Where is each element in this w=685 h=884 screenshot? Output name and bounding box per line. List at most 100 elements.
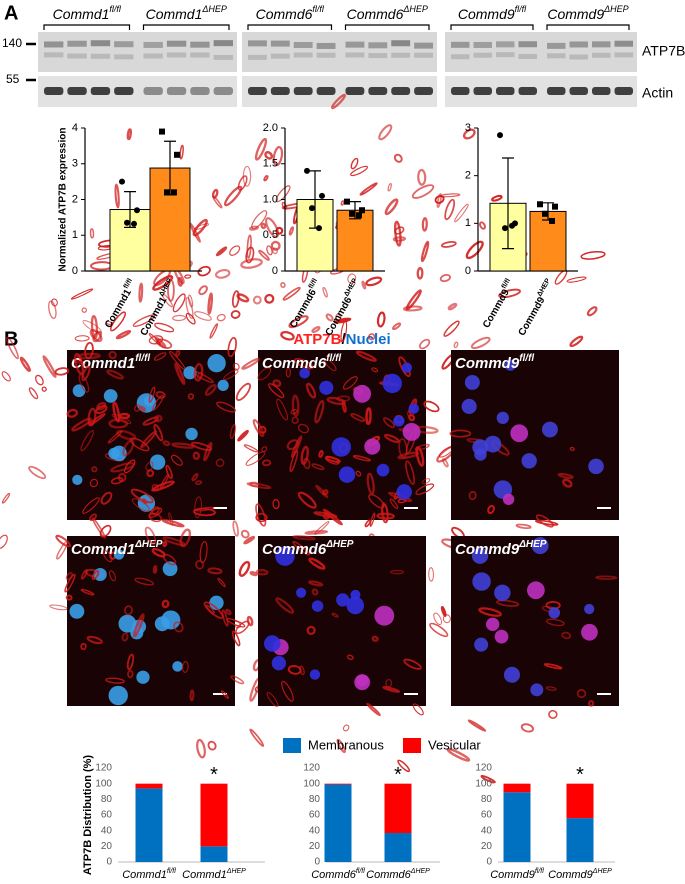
membrane-signal: [165, 464, 173, 480]
membrane-signal: [491, 194, 503, 202]
x-tick-label: Commd9fl/fl: [490, 868, 544, 881]
membrane-signal: [242, 165, 252, 187]
membrane-signal: [237, 429, 249, 442]
membrane-signal: [467, 719, 487, 732]
membrane-signal: [99, 524, 112, 538]
bar-segment: [200, 783, 228, 847]
membrane-signal: [240, 529, 250, 539]
bar: [529, 210, 567, 272]
data-point: [124, 219, 130, 226]
membrane-signal: [138, 282, 144, 303]
nucleus: [346, 596, 365, 615]
y-tick-label: 3: [465, 122, 471, 134]
nucleus: [108, 447, 120, 460]
membrane-signal: [177, 276, 183, 287]
membrane-signal: [153, 352, 167, 361]
membrane-signal: [199, 540, 208, 564]
actin-band: [44, 87, 64, 95]
membrane-signal: [384, 198, 399, 216]
membrane-signal: [446, 747, 471, 762]
group-bracket: [344, 24, 430, 30]
membrane-signal: [110, 476, 124, 485]
nucleus: [584, 603, 595, 615]
membrane-signal: [331, 612, 339, 618]
atp7b-band: [547, 53, 566, 59]
actin-band: [316, 87, 336, 95]
y-tick-label: 60: [101, 810, 113, 821]
membrane-signal: [184, 274, 192, 279]
membrane-signal: [161, 599, 170, 609]
atp7b-band: [248, 54, 267, 60]
image-label: Commd1ΔHEP: [71, 539, 163, 558]
atp7b-band: [316, 52, 336, 58]
membrane-signal: [1, 492, 11, 504]
y-tick-label: 0.5: [263, 229, 278, 241]
membrane-signal: [130, 488, 154, 504]
membrane-signal: [382, 685, 401, 693]
membrane-signal: [108, 350, 117, 360]
atp7b-band: [451, 54, 470, 60]
membrane-signal: [347, 273, 357, 284]
membrane-signal: [172, 314, 187, 322]
membrane-signal: [292, 535, 316, 541]
y-tick-label: 1.5: [263, 158, 278, 170]
membrane-signal: [124, 605, 133, 616]
membrane-signal: [70, 288, 94, 300]
membrane-signal: [342, 724, 350, 732]
membrane-signal: [171, 454, 183, 466]
membrane-signal: [126, 653, 135, 671]
x-tick-label-base: Commd1: [182, 869, 227, 881]
atp7b-band: [90, 53, 111, 59]
membrane-signal: [233, 362, 240, 370]
micrograph: [451, 350, 619, 520]
group-label-base: Commd1: [146, 6, 203, 22]
membrane-signal: [152, 394, 164, 411]
membrane-signal: [28, 465, 47, 480]
group-label-sup: fl/fl: [515, 4, 528, 14]
bar-segment: [566, 818, 594, 862]
membrane-signal: [569, 335, 584, 348]
membrane-signal: [361, 280, 367, 290]
membrane-signal: [246, 615, 254, 627]
group-label-sup: ΔHEP: [603, 4, 629, 14]
membrane-signal: [478, 607, 502, 617]
membrane-signal: [80, 642, 87, 651]
membrane-signal: [216, 401, 236, 413]
membrane-signal: [364, 519, 372, 528]
membrane-signal: [393, 153, 403, 163]
membrane-signal: [148, 335, 164, 345]
membrane-signal: [325, 455, 340, 465]
actin-band: [496, 87, 515, 95]
membrane-signal: [365, 407, 372, 426]
membrane-signal: [548, 709, 558, 719]
membrane-signal: [443, 320, 460, 337]
atp7b-band: [293, 52, 313, 58]
nucleus: [484, 435, 502, 453]
membrane-signal: [369, 512, 376, 527]
membrane-signal: [419, 338, 431, 350]
membrane-signal: [257, 367, 272, 381]
group-label-base: Commd9: [458, 6, 515, 22]
marker-label: 55: [6, 72, 20, 86]
membrane-signal: [179, 528, 192, 548]
membrane-signal: [42, 355, 57, 378]
nucleus: [376, 463, 390, 477]
membrane-signal: [314, 399, 325, 424]
membrane-signal: [314, 520, 330, 535]
data-point: [552, 203, 558, 210]
band-label: Actin: [642, 85, 673, 101]
membrane-signal: [252, 295, 262, 305]
atp7b-band: [391, 40, 411, 47]
image-label: Commd6fl/fl: [262, 353, 341, 372]
membrane-signal: [241, 357, 261, 370]
y-tick-label: 80: [101, 794, 113, 805]
membrane-signal: [134, 577, 154, 586]
membrane-signal: [237, 175, 248, 191]
membrane-signal: [240, 258, 263, 269]
membrane-signal: [126, 128, 133, 141]
membrane-signal: [280, 330, 295, 341]
membrane-signal: [394, 226, 405, 235]
group-label-sup: fl/fl: [312, 4, 325, 14]
membrane-signal: [423, 400, 440, 413]
atp7b-band: [316, 42, 336, 49]
